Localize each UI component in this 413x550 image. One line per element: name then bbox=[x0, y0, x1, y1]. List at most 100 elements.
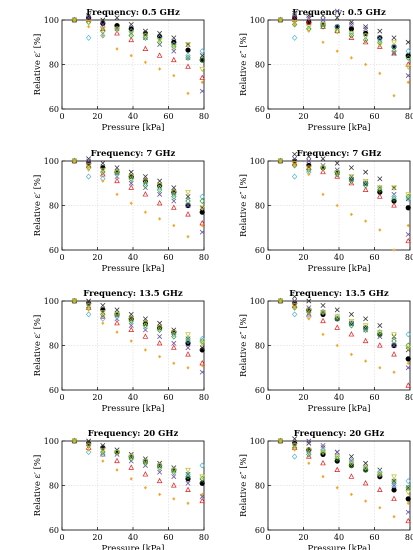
data-point-s2 bbox=[348, 311, 354, 317]
data-point-s8 bbox=[406, 361, 410, 366]
data-point-s2 bbox=[348, 165, 354, 171]
data-point-s8 bbox=[200, 80, 204, 85]
data-point-s8 bbox=[392, 248, 396, 252]
y-tick-label: 60 bbox=[49, 386, 59, 395]
data-point-s2 bbox=[86, 13, 92, 19]
data-point-s2 bbox=[363, 24, 369, 30]
data-point-s5 bbox=[199, 462, 205, 469]
data-point-s8 bbox=[115, 192, 119, 197]
x-tick-label: 60 bbox=[369, 393, 379, 402]
chart-title: Frequency: 13.5 GHz bbox=[83, 289, 183, 299]
data-point-s6 bbox=[306, 166, 312, 173]
data-point-s7 bbox=[100, 167, 106, 174]
data-point-s7 bbox=[199, 205, 206, 211]
data-point-s6 bbox=[391, 195, 397, 202]
data-point-s3 bbox=[320, 23, 326, 29]
data-point-s1 bbox=[185, 47, 191, 53]
data-point-s5 bbox=[348, 175, 355, 182]
data-point-s8 bbox=[115, 47, 119, 51]
data-point-s2 bbox=[157, 30, 163, 36]
data-point-s4 bbox=[171, 474, 177, 480]
data-point-s4 bbox=[306, 158, 312, 164]
data-point-s7 bbox=[334, 314, 341, 320]
data-point-s3 bbox=[391, 50, 397, 56]
data-point-s7 bbox=[306, 165, 312, 171]
data-point-s8 bbox=[278, 18, 282, 22]
y-tick-label: 80 bbox=[255, 202, 265, 211]
data-point-s7 bbox=[362, 323, 369, 329]
data-point-s7 bbox=[348, 461, 355, 467]
data-point-s6 bbox=[185, 473, 191, 480]
y-axis-label: Relative ε′ [%] bbox=[33, 455, 43, 517]
data-point-s3 bbox=[405, 237, 412, 244]
data-point-s4 bbox=[405, 509, 411, 515]
data-point-s4 bbox=[292, 13, 298, 19]
data-point-s8 bbox=[378, 71, 382, 76]
data-point-s2 bbox=[405, 485, 411, 491]
data-point-s6 bbox=[185, 198, 191, 205]
data-point-s3 bbox=[199, 74, 206, 80]
data-point-s2 bbox=[128, 169, 134, 175]
data-point-s8 bbox=[406, 223, 410, 228]
data-point-s7 bbox=[377, 330, 383, 336]
data-point-s8 bbox=[364, 219, 368, 223]
chart-panel-7: 0 20 40 60 80 60 80 100 Frequency: 20 GHz Pressur… bbox=[33, 429, 209, 550]
y-axis-label: Relative ε″ [%] bbox=[239, 314, 249, 377]
data-point-s7 bbox=[199, 341, 206, 347]
data-point-s7 bbox=[348, 174, 355, 180]
data-point-s8 bbox=[364, 359, 368, 363]
data-point-s3 bbox=[405, 517, 412, 524]
data-point-s6 bbox=[362, 326, 369, 333]
y-tick-label: 60 bbox=[255, 246, 265, 255]
data-point-s3 bbox=[348, 331, 355, 337]
x-axis-label: Pressure [kPa] bbox=[102, 404, 165, 414]
data-point-s5 bbox=[291, 311, 298, 318]
data-point-s3 bbox=[377, 43, 383, 49]
y-tick-label: 100 bbox=[44, 297, 59, 306]
x-tick-label: 60 bbox=[163, 253, 173, 262]
data-points bbox=[71, 13, 206, 96]
data-point-s3 bbox=[128, 464, 135, 470]
data-point-s7 bbox=[156, 183, 163, 189]
y-axis-label: Relative ε′ [%] bbox=[33, 315, 43, 377]
data-point-s3 bbox=[348, 179, 355, 186]
data-point-s6 bbox=[156, 186, 163, 193]
x-tick-label: 80 bbox=[199, 253, 209, 262]
data-point-s8 bbox=[307, 172, 311, 177]
data-point-s7 bbox=[199, 66, 206, 73]
data-point-s7 bbox=[391, 474, 397, 480]
data-point-s7 bbox=[142, 321, 149, 327]
data-point-s4 bbox=[348, 21, 354, 27]
data-point-s5 bbox=[128, 28, 134, 35]
chart-panel-6: 0 20 40 60 80 60 80 100 Frequency: 13.5 GHz Press… bbox=[239, 289, 413, 414]
data-point-s6 bbox=[348, 462, 355, 469]
data-point-s4 bbox=[128, 180, 134, 186]
data-point-s6 bbox=[171, 469, 177, 476]
data-point-s8 bbox=[129, 477, 133, 481]
data-point-s7 bbox=[185, 190, 191, 196]
data-point-s5 bbox=[142, 180, 149, 187]
data-point-s8 bbox=[115, 330, 119, 334]
data-point-s2 bbox=[128, 311, 134, 317]
data-point-s5 bbox=[291, 34, 298, 41]
data-point-s7 bbox=[142, 33, 149, 39]
x-tick-label: 40 bbox=[334, 533, 344, 542]
data-point-s8 bbox=[321, 332, 325, 337]
chart-title: Frequency: 20 GHz bbox=[294, 429, 385, 439]
data-point-s2 bbox=[320, 302, 326, 308]
data-point-s3 bbox=[171, 482, 177, 488]
data-point-s8 bbox=[321, 40, 325, 45]
data-point-s5 bbox=[171, 331, 177, 338]
x-tick-label: 0 bbox=[265, 393, 270, 402]
chart-title: Frequency: 0.5 GHz bbox=[86, 8, 180, 18]
data-point-s3 bbox=[128, 326, 135, 332]
data-point-s5 bbox=[85, 311, 92, 318]
data-point-s8 bbox=[378, 228, 382, 232]
data-point-s6 bbox=[377, 331, 383, 338]
data-point-s5 bbox=[100, 32, 106, 39]
x-axis-label: Pressure [kPa] bbox=[308, 404, 371, 414]
data-point-s4 bbox=[100, 21, 106, 27]
data-points bbox=[277, 436, 412, 524]
data-point-s7 bbox=[291, 20, 298, 26]
